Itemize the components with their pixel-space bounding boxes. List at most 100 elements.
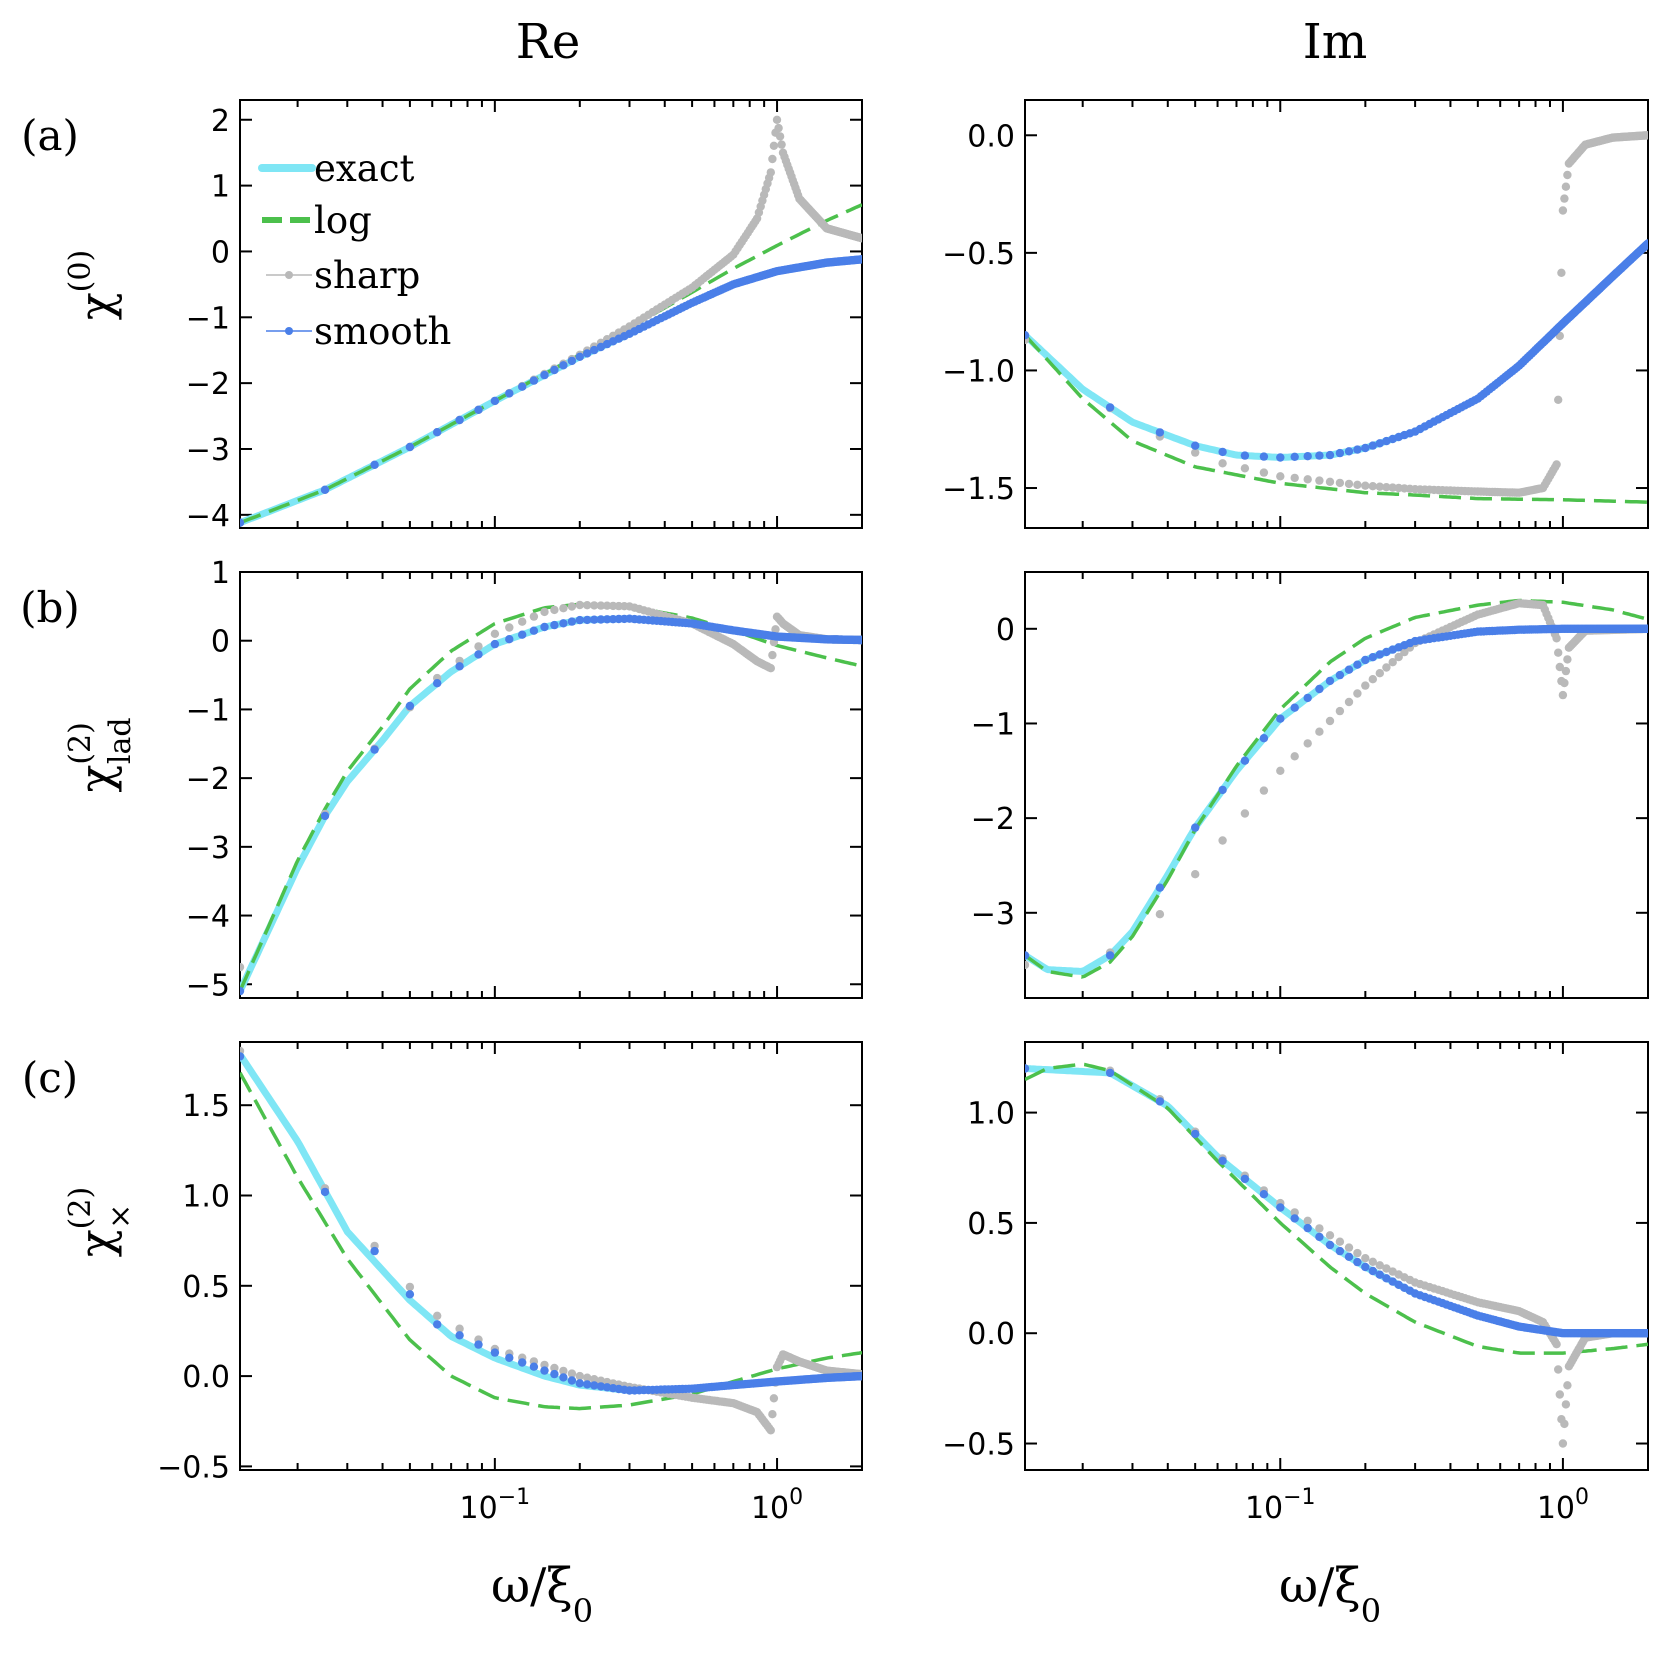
series-sharp-point [518,617,527,626]
series-smooth-point [857,1371,862,1381]
series-smooth-point [370,745,379,754]
series-sharp-point [1259,786,1269,795]
ytick-label: −3 [971,897,1015,932]
series-smooth-point [1335,670,1345,680]
series-smooth-point [370,1246,379,1256]
series-exact-line [240,615,862,993]
series-smooth-point [1218,785,1227,795]
series-smooth-point [559,361,568,370]
ytick-label: −2 [186,367,230,402]
series-sharp-point [1554,648,1563,657]
series-smooth-point [505,1353,514,1363]
series-smooth-point [490,396,500,406]
ytick-label: −1 [971,707,1015,742]
ytick-label: −4 [186,499,230,534]
series-smooth-point [559,619,568,628]
series-sharp-point [769,1394,779,1403]
series-smooth-point [455,662,464,671]
series-smooth-point [1361,1262,1370,1272]
series-group [1025,1062,1648,1448]
legend: exact log sharp smooth [258,147,451,353]
series-smooth-point [567,1376,577,1385]
series-sharp-point [1382,483,1391,492]
series-sharp-point [1561,1400,1571,1409]
plot-frame [239,1041,863,1471]
row-label-c: (c) [22,1053,78,1102]
xtick-label: 100 [1537,1485,1589,1526]
series-smooth-point [1643,624,1648,633]
series-group [240,1046,862,1435]
series-sharp-point [1388,483,1397,492]
series-smooth-point [1315,684,1324,694]
series-sharp-point [1240,464,1250,473]
series-sharp-point [1315,1224,1324,1233]
series-smooth-point [240,1052,245,1061]
series-sharp-point [775,132,785,141]
series-smooth-point [550,620,559,630]
series-sharp-point [1563,655,1572,664]
series-sharp-point [1560,678,1569,688]
series-exact-line [240,1052,862,1394]
series-exact-line [1025,1065,1648,1337]
series-group [1025,598,1648,979]
series-smooth-point [1105,1068,1115,1078]
series-sharp-point [1325,477,1335,486]
series-smooth-point [1361,655,1370,665]
ytick-label: −2 [971,802,1015,837]
series-sharp-point [772,115,782,125]
ytick-label: 1 [211,170,230,205]
series-smooth-point [240,518,245,527]
series-sharp-point [1563,170,1572,180]
series-smooth-point [857,635,862,645]
series-sharp-point [771,625,780,634]
series-smooth-point [240,986,245,996]
series-smooth-point [1290,1214,1299,1223]
series-smooth-point [1259,452,1269,461]
series-sharp-point [1218,459,1227,468]
series-sharp-point [590,601,599,610]
series-smooth-point [1335,1246,1345,1256]
xtick-label: 100 [751,1485,803,1526]
series-sharp-point [1325,716,1335,726]
series-smooth-point [602,615,612,624]
series-smooth-point [540,1366,549,1375]
series-log-line [1025,1062,1648,1355]
series-smooth-point [596,615,606,624]
series-sharp-point [1361,681,1370,690]
column-title-re: Re [516,14,581,70]
series-sharp-point [490,629,500,638]
series-smooth-point [1240,1174,1250,1184]
series-sharp-point [529,612,539,621]
series-sharp-point [1303,475,1312,484]
series-smooth-point [1218,1156,1227,1166]
ytick-label: −0.5 [157,1450,230,1485]
series-smooth-point [505,635,514,644]
series-sharp-point [455,1324,464,1333]
series-sharp-point [583,1373,592,1382]
legend-sharp-swatch-marker [285,271,293,279]
series-sharp-point [1353,480,1362,489]
series-sharp-point [1394,652,1403,662]
series-sharp-point [559,604,568,613]
series-sharp-point [1558,690,1568,700]
series-sharp-point [1335,478,1345,488]
series-sharp-point [1561,666,1571,676]
plot-frame [1024,571,1649,999]
series-smooth-point [1191,823,1200,832]
ytick-label: −1 [186,301,230,336]
series-smooth-point [1344,1252,1354,1262]
series-sharp-point [1552,1340,1561,1349]
series-smooth-point [1290,452,1299,461]
ytick-label: −2 [186,762,230,797]
series-sharp-point [1558,206,1568,215]
series-sharp-point [1025,960,1030,970]
series-sharp-point [1218,836,1227,845]
series-smooth-point [550,365,559,375]
series-sharp-point [596,601,606,610]
series-smooth-point [550,1369,559,1379]
series-sharp-point [1191,870,1200,879]
series-smooth-point [1303,452,1312,461]
ytick-label: −3 [186,831,230,866]
series-sharp-point [1555,662,1565,672]
ytick-label: 0.0 [967,119,1015,154]
